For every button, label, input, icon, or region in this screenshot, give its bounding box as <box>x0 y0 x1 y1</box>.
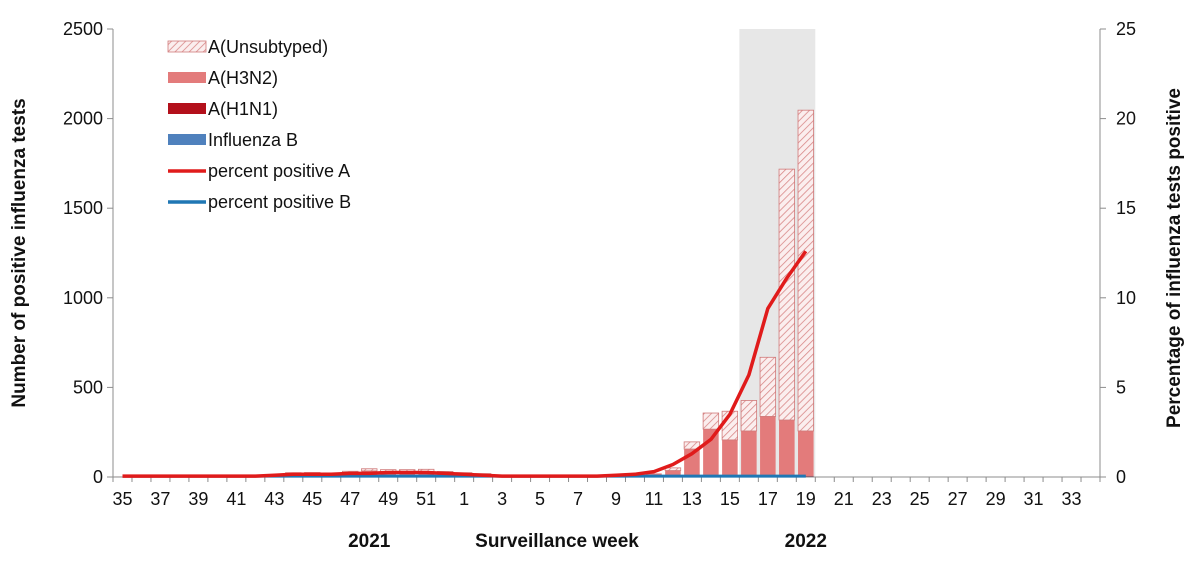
x-tick-label: 43 <box>264 489 284 509</box>
x-tick-label: 23 <box>872 489 892 509</box>
bar-unsubtyped-week-16 <box>740 400 758 432</box>
y-right-axis-title: Percentage of influenza tests positive <box>1164 88 1185 428</box>
x-tick-label: 17 <box>758 489 778 509</box>
bar-h3n2-week-12 <box>665 470 681 476</box>
y-left-tick-label: 2500 <box>63 19 103 39</box>
x-tick-label: 45 <box>302 489 322 509</box>
year-label: 2021 <box>348 531 391 552</box>
x-tick-label: 21 <box>834 489 854 509</box>
x-tick-label: 5 <box>535 489 545 509</box>
bar-h3n2-week-14 <box>703 429 719 476</box>
legend-label-a-h1n1: A(H1N1) <box>208 99 278 119</box>
x-tick-label: 33 <box>1062 489 1082 509</box>
legend-swatch-a-h3n2 <box>168 72 206 83</box>
bar-unsubtyped-week-18 <box>778 168 795 421</box>
legend-swatch-a-unsubtyped <box>167 40 207 53</box>
x-tick-label: 47 <box>340 489 360 509</box>
x-tick-label: 3 <box>497 489 507 509</box>
x-tick-label: 25 <box>910 489 930 509</box>
x-tick-label: 15 <box>720 489 740 509</box>
x-tick-label: 49 <box>378 489 398 509</box>
year-label: 2022 <box>785 531 827 552</box>
x-tick-label: 37 <box>150 489 170 509</box>
y-right-tick-label: 10 <box>1116 288 1136 308</box>
legend-label-a-h3n2: A(H3N2) <box>208 68 278 88</box>
legend-label-percent-positive-b: percent positive B <box>208 192 351 212</box>
bar-unsubtyped-week-19 <box>797 109 814 432</box>
bar-unsubtyped-week-14 <box>702 412 720 430</box>
bar-unsubtyped-week-48 <box>361 468 378 472</box>
x-tick-label: 35 <box>112 489 132 509</box>
x-tick-label: 51 <box>416 489 436 509</box>
y-right-tick-label: 15 <box>1116 198 1136 218</box>
x-tick-label: 13 <box>682 489 702 509</box>
y-left-tick-label: 1500 <box>63 198 103 218</box>
bar-h3n2-week-16 <box>741 430 757 476</box>
y-left-tick-label: 0 <box>93 467 103 487</box>
y-right-tick-label: 20 <box>1116 109 1136 129</box>
legend-swatch-a-h1n1 <box>168 103 206 114</box>
x-axis-title: Surveillance week <box>475 531 639 552</box>
x-tick-label: 9 <box>611 489 621 509</box>
line-percent-positive-a <box>122 250 808 478</box>
bar-unsubtyped-week-17 <box>759 356 777 417</box>
y-right-tick-label: 0 <box>1116 467 1126 487</box>
y-right-tick-label: 5 <box>1116 377 1126 397</box>
x-tick-label: 31 <box>1024 489 1044 509</box>
y-left-tick-label: 1000 <box>63 288 103 308</box>
bar-h3n2-week-15 <box>722 439 738 476</box>
bar-h3n2-week-17 <box>760 416 776 476</box>
y-left-tick-label: 2000 <box>63 109 103 129</box>
x-tick-label: 27 <box>948 489 968 509</box>
y-left-tick-label: 500 <box>73 377 103 397</box>
x-tick-label: 29 <box>986 489 1006 509</box>
legend-swatch-influenza-b <box>168 134 206 145</box>
legend-label-a-unsubtyped: A(Unsubtyped) <box>208 37 328 57</box>
y-right-tick-label: 25 <box>1116 19 1136 39</box>
bar-h3n2-week-18 <box>779 420 795 476</box>
x-tick-label: 19 <box>796 489 816 509</box>
x-tick-label: 41 <box>226 489 246 509</box>
x-tick-label: 1 <box>459 489 469 509</box>
legend-label-influenza-b: Influenza B <box>208 130 298 150</box>
x-tick-label: 11 <box>645 489 664 509</box>
bar-h3n2-week-19 <box>798 430 814 476</box>
x-tick-label: 39 <box>188 489 208 509</box>
legend-label-percent-positive-a: percent positive A <box>208 161 350 181</box>
bar-unsubtyped-week-13 <box>683 441 701 450</box>
y-left-axis-title: Number of positive influenza tests <box>9 98 30 407</box>
x-tick-label: 7 <box>573 489 583 509</box>
